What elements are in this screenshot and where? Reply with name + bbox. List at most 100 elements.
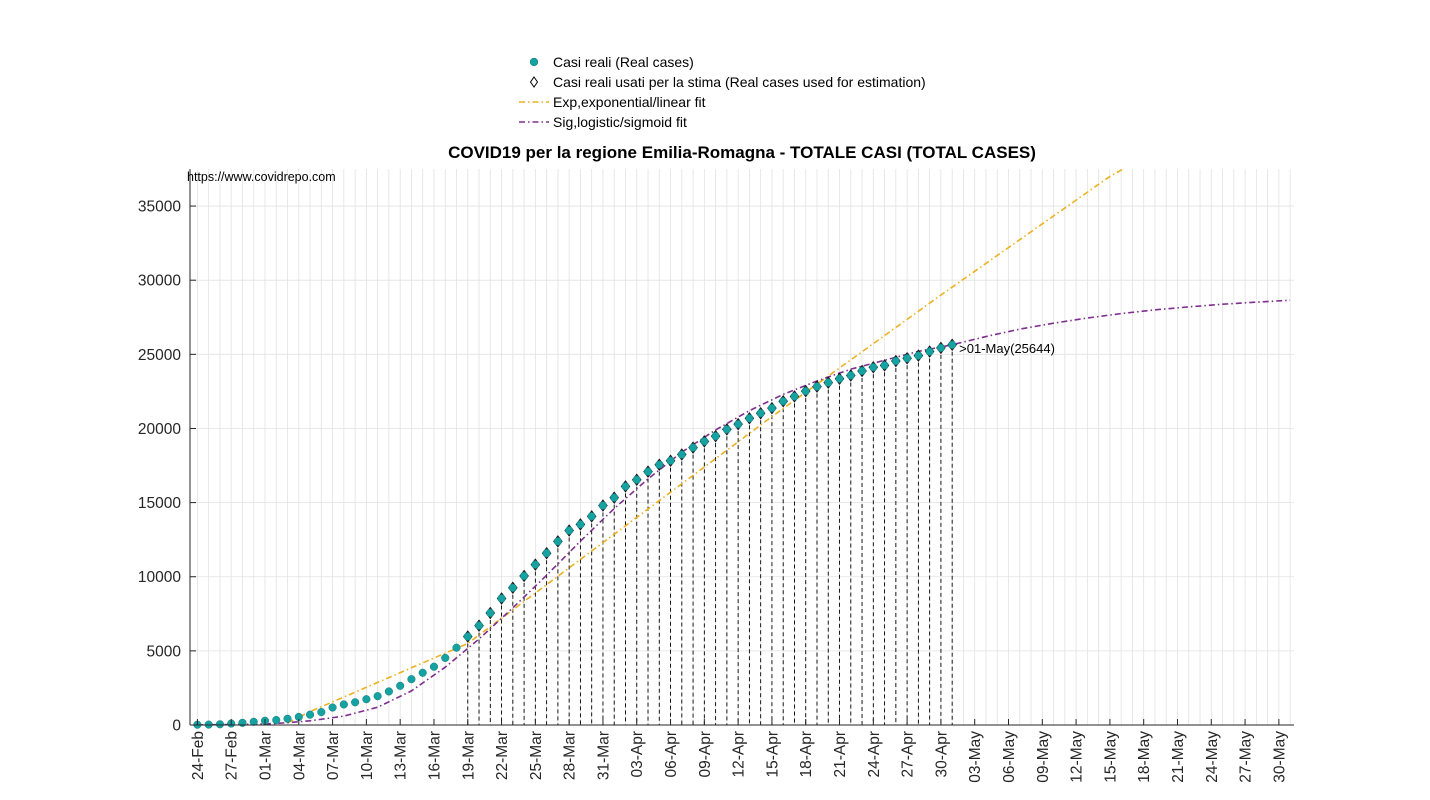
real-case-point [531, 560, 540, 569]
real-case-point [846, 371, 855, 380]
x-tick-label: 12-Apr [731, 731, 748, 778]
x-tick-label: 04-Mar [291, 731, 308, 780]
x-tick-label: 09-Apr [697, 731, 714, 778]
real-case-point [869, 363, 878, 372]
x-tick-label: 24-Feb [190, 731, 207, 780]
source-url: https://www.covidrepo.com [187, 170, 336, 184]
dashdot-line-icon [515, 92, 553, 112]
real-case-point [779, 397, 788, 406]
real-cases-points [193, 338, 957, 729]
x-tick-label: 25-Mar [528, 731, 545, 780]
real-case-point [215, 720, 224, 729]
real-case-point [711, 432, 720, 441]
real-case-point [418, 668, 427, 677]
real-case-point [598, 501, 608, 510]
real-case-point [576, 520, 585, 529]
real-case-point [936, 343, 945, 352]
real-case-point [542, 549, 551, 558]
x-tick-label: 12-May [1069, 731, 1086, 783]
real-case-point [903, 354, 912, 363]
real-case-point [407, 675, 416, 684]
real-case-point [351, 698, 360, 707]
dashdot-line-icon [515, 112, 553, 132]
real-case-point [441, 653, 450, 662]
y-tick-label: 10000 [138, 569, 181, 586]
x-tick-label: 16-Mar [426, 731, 443, 780]
real-case-point [508, 583, 517, 592]
y-tick-label: 30000 [138, 273, 181, 290]
real-case-point [396, 681, 405, 690]
x-tick-label: 18-Apr [798, 731, 815, 778]
real-case-point [238, 718, 247, 727]
real-case-point [249, 717, 258, 726]
plot-area [190, 169, 1294, 725]
real-case-point [373, 692, 382, 701]
real-case-point [452, 643, 461, 652]
real-case-point [689, 443, 698, 452]
chart-title: COVID19 per la regione Emilia-Romagna - … [448, 143, 1036, 162]
legend-label: Sig,logistic/sigmoid fit [553, 114, 687, 130]
legend-label: Casi reali usati per la stima (Real case… [553, 74, 926, 90]
legend-label: Exp,exponential/linear fit [553, 94, 706, 110]
real-case-point [914, 351, 923, 360]
x-tick-label: 22-Mar [494, 731, 511, 780]
real-case-point [283, 714, 292, 723]
exp-fit-line [287, 169, 1125, 724]
real-case-point [745, 414, 754, 423]
y-tick-label: 20000 [138, 421, 181, 438]
real-case-point [767, 404, 776, 413]
diamond-marker-icon [515, 72, 553, 92]
legend-item-sig-fit: Sig,logistic/sigmoid fit [515, 112, 975, 132]
real-case-point [880, 361, 889, 370]
real-case-point [328, 703, 337, 712]
x-tick-label: 06-Apr [663, 731, 680, 778]
x-tick-label: 01-Mar [257, 731, 274, 780]
real-case-point [486, 608, 495, 618]
real-case-point [621, 482, 630, 491]
real-case-point [463, 632, 472, 641]
x-tick-label: 09-May [1035, 731, 1052, 783]
real-case-point [474, 621, 484, 630]
x-tick-label: 28-Mar [562, 731, 579, 780]
legend: Casi reali (Real cases) Casi reali usati… [515, 52, 975, 132]
x-tick-label: 30-Apr [933, 731, 950, 778]
real-case-point [520, 571, 529, 580]
last-point-annotation: >01-May(25644) [959, 341, 1055, 356]
real-case-point [306, 710, 315, 719]
real-case-point [812, 382, 822, 391]
legend-item-used-cases: Casi reali usati per la stima (Real case… [515, 72, 975, 92]
x-tick-label: 03-Apr [629, 731, 646, 778]
x-tick-label: 24-May [1204, 731, 1221, 783]
real-case-point [756, 409, 765, 418]
real-case-point [925, 347, 934, 356]
real-case-point [858, 366, 867, 376]
real-case-point [587, 512, 596, 521]
x-tick-label: 19-Mar [460, 731, 477, 780]
real-case-point [339, 700, 348, 709]
sig-fit-line [197, 299, 1291, 725]
y-tick-label: 15000 [138, 495, 181, 512]
filled-circle-marker-icon [515, 52, 553, 72]
real-case-point [801, 387, 810, 396]
y-tick-label: 25000 [138, 347, 181, 364]
legend-label: Casi reali (Real cases) [553, 54, 694, 70]
y-tick-label: 35000 [138, 199, 181, 216]
real-case-point [734, 420, 743, 429]
real-case-point [553, 537, 562, 546]
real-case-point [497, 594, 506, 603]
real-case-point [632, 475, 641, 484]
x-tick-label: 21-May [1170, 731, 1187, 783]
x-tick-label: 07-Mar [325, 731, 342, 780]
legend-item-exp-fit: Exp,exponential/linear fit [515, 92, 975, 112]
x-tick-label: 15-May [1102, 731, 1119, 783]
real-case-point [643, 467, 653, 476]
real-case-point [948, 340, 957, 349]
x-tick-label: 15-Apr [764, 731, 781, 778]
real-case-point [891, 356, 900, 366]
real-case-point [655, 460, 664, 469]
real-case-point [790, 392, 799, 401]
real-case-point [722, 425, 731, 434]
x-tick-label: 27-Apr [900, 731, 917, 778]
real-case-point [272, 715, 281, 725]
legend-item-real-cases: Casi reali (Real cases) [515, 52, 975, 72]
